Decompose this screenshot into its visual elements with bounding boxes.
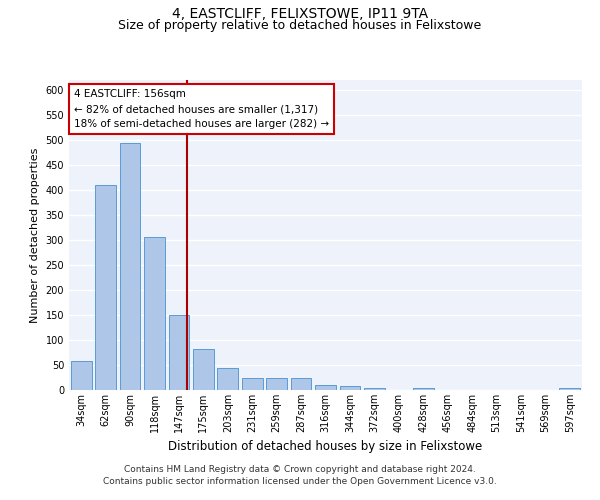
Bar xyxy=(266,378,287,390)
Bar xyxy=(193,349,214,390)
Text: Size of property relative to detached houses in Felixstowe: Size of property relative to detached ho… xyxy=(118,19,482,32)
Bar xyxy=(290,378,311,390)
Bar xyxy=(413,388,434,390)
Bar xyxy=(71,361,92,390)
Bar xyxy=(169,315,190,390)
Bar xyxy=(315,385,336,390)
Y-axis label: Number of detached properties: Number of detached properties xyxy=(30,148,40,322)
Bar xyxy=(242,378,263,390)
Text: Contains public sector information licensed under the Open Government Licence v3: Contains public sector information licen… xyxy=(103,477,497,486)
Bar xyxy=(95,184,116,390)
Text: 4, EASTCLIFF, FELIXSTOWE, IP11 9TA: 4, EASTCLIFF, FELIXSTOWE, IP11 9TA xyxy=(172,8,428,22)
Bar xyxy=(340,386,361,390)
Bar xyxy=(559,388,580,390)
X-axis label: Distribution of detached houses by size in Felixstowe: Distribution of detached houses by size … xyxy=(169,440,482,454)
Bar xyxy=(364,388,385,390)
Bar xyxy=(119,142,140,390)
Bar xyxy=(144,237,165,390)
Text: 4 EASTCLIFF: 156sqm
← 82% of detached houses are smaller (1,317)
18% of semi-det: 4 EASTCLIFF: 156sqm ← 82% of detached ho… xyxy=(74,90,329,129)
Text: Contains HM Land Registry data © Crown copyright and database right 2024.: Contains HM Land Registry data © Crown c… xyxy=(124,465,476,474)
Bar xyxy=(217,368,238,390)
